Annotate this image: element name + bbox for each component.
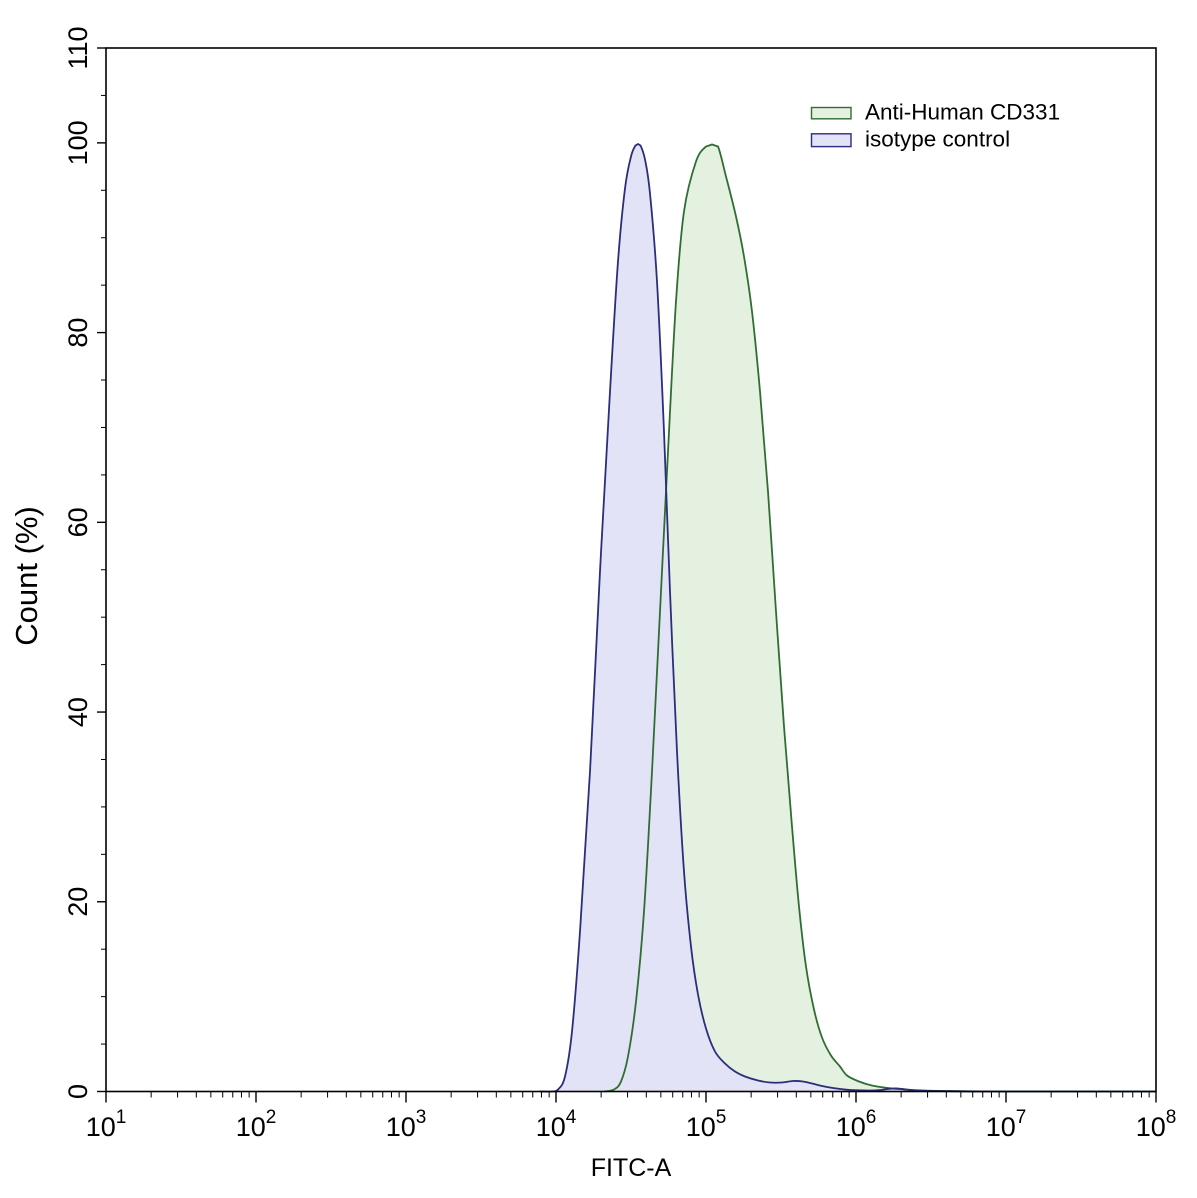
svg-text:80: 80 xyxy=(63,318,93,348)
svg-text:isotype control: isotype control xyxy=(865,127,1010,152)
svg-text:40: 40 xyxy=(63,697,93,727)
svg-text:20: 20 xyxy=(63,887,93,917)
svg-text:Anti-Human CD331: Anti-Human CD331 xyxy=(865,100,1060,125)
svg-text:110: 110 xyxy=(63,26,93,69)
svg-text:100: 100 xyxy=(63,120,93,165)
svg-text:Count (%): Count (%) xyxy=(9,506,44,646)
svg-text:60: 60 xyxy=(63,507,93,537)
svg-text:FITC-A: FITC-A xyxy=(591,1154,672,1182)
svg-text:0: 0 xyxy=(63,1084,93,1099)
